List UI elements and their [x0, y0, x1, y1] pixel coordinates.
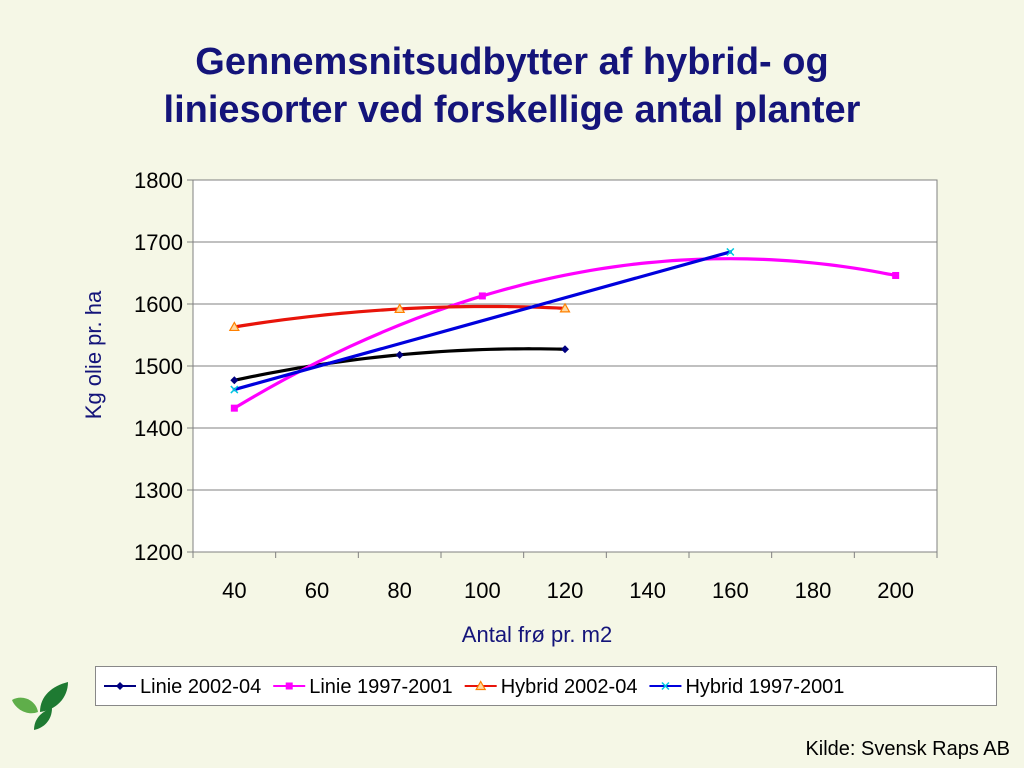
y-tick-label: 1800 — [134, 168, 183, 193]
x-tick-label: 80 — [387, 578, 411, 603]
series-line-2 — [232, 257, 898, 410]
page-title: Gennemsnitsudbytter af hybrid- og linies… — [0, 38, 1024, 134]
data-point — [478, 292, 486, 300]
legend-marker — [116, 682, 124, 690]
y-tick-label: 1200 — [134, 540, 183, 565]
legend-label: Hybrid 1997-2001 — [685, 676, 844, 698]
data-point — [228, 321, 240, 332]
series-line-4 — [232, 250, 732, 392]
x-tick-label: 120 — [547, 578, 584, 603]
legend-marker — [285, 682, 293, 690]
legend-label: Linie 1997-2001 — [309, 676, 452, 698]
x-tick-label: 100 — [464, 578, 501, 603]
x-tick-label: 140 — [629, 578, 666, 603]
legend-label: Hybrid 2002-04 — [501, 676, 638, 698]
data-point — [892, 271, 900, 279]
title-line-2: liniesorter ved forskellige antal plante… — [163, 89, 861, 131]
data-point — [230, 404, 238, 412]
legend-label: Linie 2002-04 — [140, 676, 261, 698]
data-point — [395, 350, 404, 359]
x-tick-label: 200 — [877, 578, 914, 603]
y-tick-label: 1300 — [134, 478, 183, 503]
y-axis-label: Kg olie pr. ha — [81, 290, 106, 419]
leaf-logo-icon — [12, 682, 68, 730]
data-point — [230, 376, 239, 385]
x-axis-label: Antal frø pr. m2 — [462, 622, 612, 647]
y-tick-label: 1700 — [134, 230, 183, 255]
y-tick-label: 1500 — [134, 354, 183, 379]
legend-marker — [661, 681, 670, 691]
chart-legend: Linie 2002-04 Linie 1997-2001 Hybrid 2002-… — [95, 666, 997, 706]
x-tick-label: 40 — [222, 578, 246, 603]
data-point — [394, 303, 406, 314]
data-point — [230, 385, 239, 394]
title-line-1: Gennemsnitsudbytter af hybrid- og — [195, 41, 829, 83]
y-tick-label: 1400 — [134, 416, 183, 441]
data-point — [726, 247, 735, 256]
source-note: Kilde: Svensk Raps AB — [805, 738, 1010, 760]
legend-marker — [475, 680, 487, 691]
data-point — [561, 345, 569, 354]
x-tick-label: 180 — [795, 578, 832, 603]
x-tick-label: 160 — [712, 578, 749, 603]
y-tick-label: 1600 — [134, 292, 183, 317]
x-tick-label: 60 — [305, 578, 329, 603]
data-point — [559, 302, 571, 313]
